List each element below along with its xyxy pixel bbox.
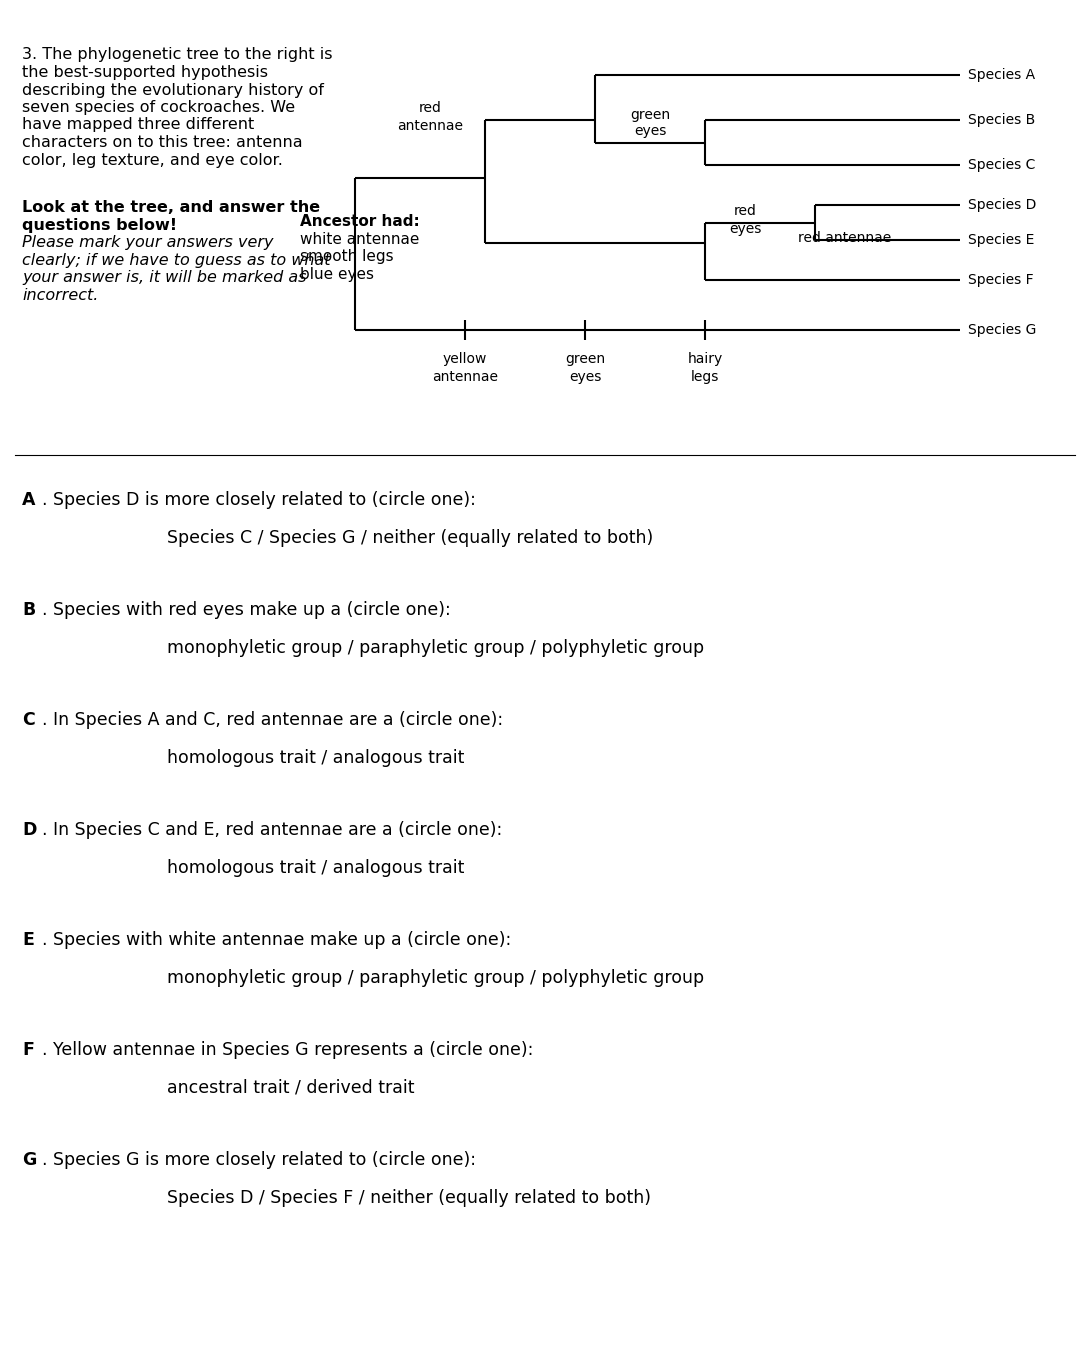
Text: color, leg texture, and eye color.: color, leg texture, and eye color.: [22, 153, 283, 168]
Text: A: A: [22, 490, 36, 510]
Text: describing the evolutionary history of: describing the evolutionary history of: [22, 82, 324, 97]
Text: eyes: eyes: [633, 123, 666, 138]
Text: blue eyes: blue eyes: [300, 266, 374, 281]
Text: green: green: [630, 108, 670, 122]
Text: white antennae: white antennae: [300, 232, 420, 247]
Text: antennae: antennae: [397, 119, 463, 133]
Text: seven species of cockroaches. We: seven species of cockroaches. We: [22, 100, 295, 115]
Text: B: B: [22, 601, 35, 619]
Text: G: G: [22, 1152, 36, 1169]
Text: homologous trait / analogous trait: homologous trait / analogous trait: [167, 859, 464, 877]
Text: Please mark your answers very: Please mark your answers very: [22, 235, 274, 250]
Text: your answer is, it will be marked as: your answer is, it will be marked as: [22, 270, 306, 285]
Text: Ancestor had:: Ancestor had:: [300, 214, 420, 229]
Text: . Species with red eyes make up a (circle one):: . Species with red eyes make up a (circl…: [43, 601, 451, 619]
Text: Species A: Species A: [968, 68, 1036, 82]
Text: . In Species C and E, red antennae are a (circle one):: . In Species C and E, red antennae are a…: [43, 821, 502, 839]
Text: red: red: [419, 101, 441, 115]
Text: Species C / Species G / neither (equally related to both): Species C / Species G / neither (equally…: [167, 529, 653, 546]
Text: the best-supported hypothesis: the best-supported hypothesis: [22, 66, 268, 81]
Text: . Species D is more closely related to (circle one):: . Species D is more closely related to (…: [43, 490, 476, 510]
Text: F: F: [22, 1041, 34, 1059]
Text: eyes: eyes: [569, 370, 602, 384]
Text: D: D: [22, 821, 36, 839]
Text: have mapped three different: have mapped three different: [22, 117, 254, 133]
Text: monophyletic group / paraphyletic group / polyphyletic group: monophyletic group / paraphyletic group …: [167, 968, 704, 988]
Text: ancestral trait / derived trait: ancestral trait / derived trait: [167, 1079, 414, 1097]
Text: Species C: Species C: [968, 158, 1036, 172]
Text: homologous trait / analogous trait: homologous trait / analogous trait: [167, 749, 464, 766]
Text: E: E: [22, 932, 34, 949]
Text: antennae: antennae: [432, 370, 498, 384]
Text: incorrect.: incorrect.: [22, 287, 98, 302]
Text: monophyletic group / paraphyletic group / polyphyletic group: monophyletic group / paraphyletic group …: [167, 639, 704, 657]
Text: . In Species A and C, red antennae are a (circle one):: . In Species A and C, red antennae are a…: [43, 710, 504, 729]
Text: Species D: Species D: [968, 198, 1037, 212]
Text: Species G: Species G: [968, 322, 1037, 337]
Text: hairy: hairy: [688, 352, 723, 366]
Text: . Species G is more closely related to (circle one):: . Species G is more closely related to (…: [43, 1152, 476, 1169]
Text: clearly; if we have to guess as to what: clearly; if we have to guess as to what: [22, 253, 330, 268]
Text: Look at the tree, and answer the: Look at the tree, and answer the: [22, 199, 320, 214]
Text: eyes: eyes: [729, 221, 761, 235]
Text: legs: legs: [691, 370, 719, 384]
Text: yellow: yellow: [443, 352, 487, 366]
Text: . Yellow antennae in Species G represents a (circle one):: . Yellow antennae in Species G represent…: [43, 1041, 533, 1059]
Text: red antennae: red antennae: [798, 231, 892, 245]
Text: Species F: Species F: [968, 273, 1033, 287]
Text: 3. The phylogenetic tree to the right is: 3. The phylogenetic tree to the right is: [22, 48, 332, 63]
Text: Species B: Species B: [968, 113, 1036, 127]
Text: . Species with white antennae make up a (circle one):: . Species with white antennae make up a …: [43, 932, 511, 949]
Text: questions below!: questions below!: [22, 217, 177, 232]
Text: green: green: [565, 352, 605, 366]
Text: red: red: [734, 204, 756, 217]
Text: Species D / Species F / neither (equally related to both): Species D / Species F / neither (equally…: [167, 1188, 651, 1208]
Text: C: C: [22, 710, 35, 729]
Text: smooth legs: smooth legs: [300, 250, 393, 265]
Text: characters on to this tree: antenna: characters on to this tree: antenna: [22, 135, 303, 150]
Text: Species E: Species E: [968, 234, 1034, 247]
